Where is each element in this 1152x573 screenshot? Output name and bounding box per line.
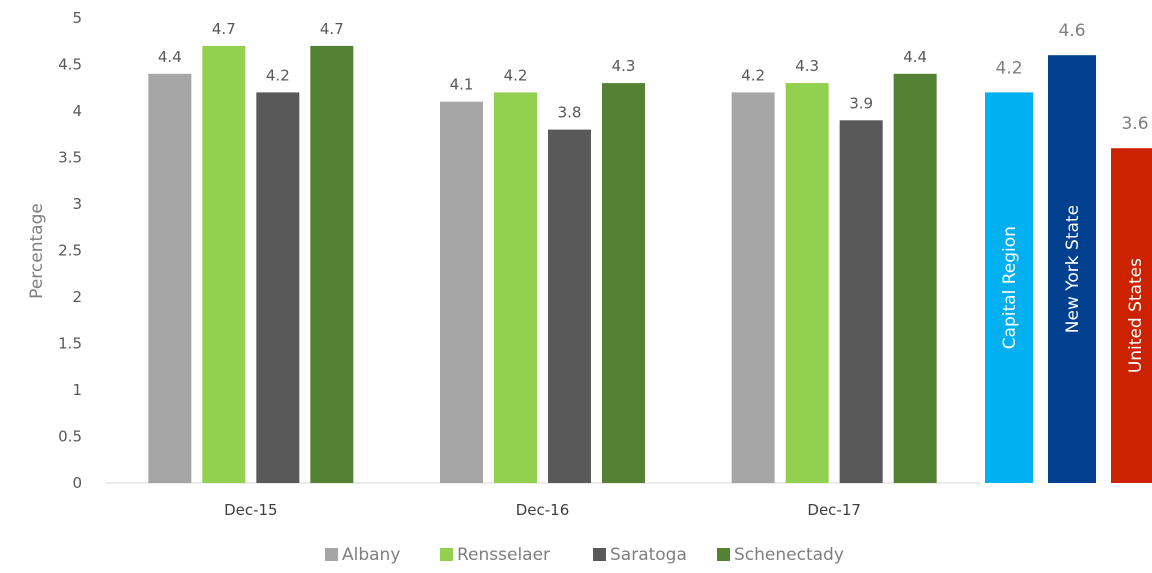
bar-rensselaer-dec-17 [785,83,829,483]
x-tick-label: Dec-17 [807,501,861,519]
data-label: 4.3 [795,57,819,75]
side-category-label: New York State [1063,205,1083,333]
y-tick-label: 0 [72,474,82,492]
legend: Albany Rensselaer Saratoga Schenectady [325,545,844,565]
legend-swatch-saratoga [593,548,606,561]
data-label: 4.4 [158,48,182,66]
side-value-label: 4.2 [995,58,1022,78]
bar-rensselaer-dec-16 [494,92,537,484]
bar-rensselaer-dec-15 [202,45,246,484]
data-label: 3.8 [558,104,582,122]
side-bar-new-york-state [1048,55,1096,483]
y-tick-label: 4 [72,102,82,120]
bar-saratoga-dec-15 [256,92,300,484]
legend-label-rensselaer: Rensselaer [457,545,550,565]
bar-saratoga-dec-17 [839,120,883,484]
side-value-label: 4.6 [1058,21,1085,41]
data-label: 4.7 [212,20,236,38]
y-axis-label: Percentage [27,203,47,299]
side-bar-united-states [1111,148,1152,483]
legend-swatch-albany [325,548,338,561]
y-tick-label: 4.5 [58,56,82,74]
side-category-label: Capital Region [1000,226,1020,349]
bar-schenectady-dec-17 [893,73,937,484]
x-tick-label: Dec-16 [516,501,570,519]
side-category-label: United States [1126,258,1146,373]
legend-swatch-schenectady [717,548,730,561]
y-tick-label: 1 [72,381,82,399]
legend-label-schenectady: Schenectady [734,545,844,565]
y-tick-label: 3 [72,195,82,213]
y-tick-label: 0.5 [58,428,82,446]
data-label: 4.1 [450,76,474,94]
data-label: 4.4 [903,48,927,66]
y-tick-label: 5 [72,9,82,27]
y-tick-label: 2 [72,288,82,306]
data-label: 4.2 [504,66,528,84]
legend-label-albany: Albany [342,545,400,565]
data-label: 3.9 [849,94,873,112]
bar-albany-dec-15 [148,73,192,484]
side-bar-capital-region [985,92,1033,484]
side-value-label: 3.6 [1121,114,1148,134]
bar-saratoga-dec-16 [548,129,591,483]
bar-albany-dec-17 [731,92,775,484]
bar-schenectady-dec-16 [602,83,645,483]
y-tick-label: 3.5 [58,149,82,167]
bar-albany-dec-16 [440,101,483,483]
side-chart: 4.2 Capital Region 4.6 New York State 3.6 Uni… [985,21,1152,484]
data-label: 4.2 [741,66,765,84]
legend-label-saratoga: Saratoga [610,545,687,565]
data-label: 4.3 [612,57,636,75]
y-tick-label: 1.5 [58,335,82,353]
y-tick-label: 2.5 [58,242,82,260]
legend-swatch-rensselaer [440,548,453,561]
main-chart: 0 0.5 1 1.5 2 2.5 3 3.5 4 4.5 5 4.4 4.7 4.2 4.7 Dec-15 4… [58,9,980,519]
x-tick-label: Dec-15 [224,501,278,519]
bar-schenectady-dec-15 [310,45,354,484]
data-label: 4.2 [266,66,290,84]
data-label: 4.7 [320,20,344,38]
